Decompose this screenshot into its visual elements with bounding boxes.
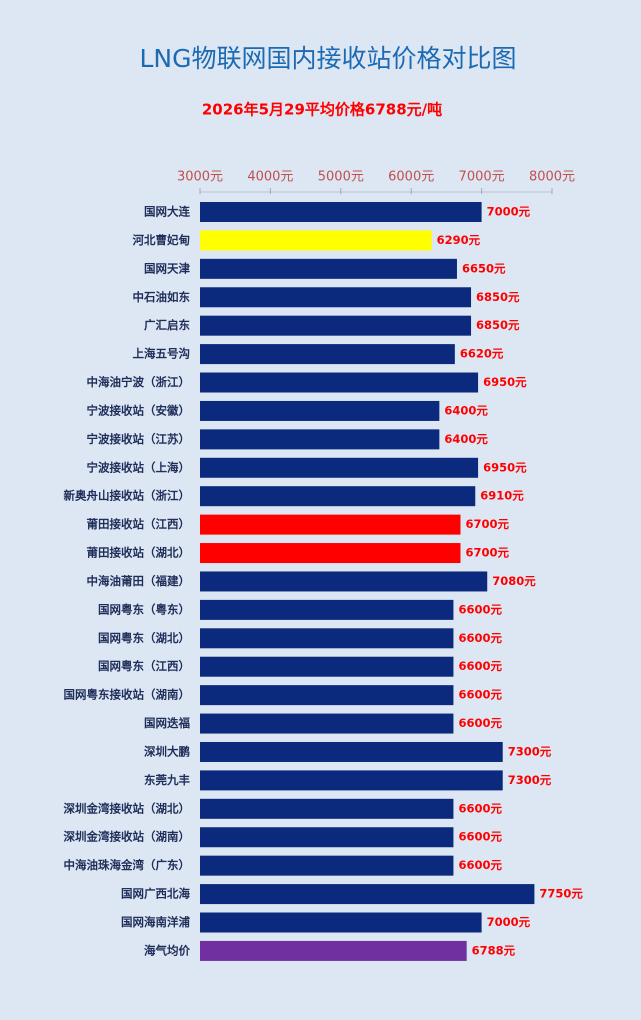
bar: [200, 429, 440, 450]
y-tick-label: 东莞九丰: [144, 773, 190, 787]
bar: [200, 628, 454, 649]
value-label: 6290元: [437, 233, 481, 247]
bar: [200, 798, 454, 819]
value-label: 6600元: [458, 688, 502, 702]
y-tick-label: 国网粤东接收站（湖南）: [64, 688, 191, 702]
y-tick-label: 国网天津: [144, 261, 190, 275]
bar: [200, 912, 482, 933]
value-label: 7300元: [508, 744, 552, 758]
bar: [200, 202, 482, 222]
bar: [200, 656, 454, 677]
y-tick-label: 中海油宁波（浙江）: [87, 375, 191, 389]
y-tick-label: 宁波接收站（江苏）: [87, 432, 191, 446]
y-tick-label: 国网粤东（江西）: [98, 659, 190, 673]
y-tick-label: 国网迭福: [144, 716, 190, 730]
y-tick-label: 国网大连: [144, 205, 190, 219]
x-tick-label: 4000元: [247, 170, 293, 185]
y-tick-label: 河北曹妃甸: [133, 233, 191, 247]
value-label: 6600元: [458, 716, 502, 730]
value-label: 6910元: [480, 489, 524, 503]
bar: [200, 884, 535, 905]
value-label: 6600元: [458, 631, 502, 645]
value-label: 7000元: [487, 205, 531, 219]
bar: [200, 344, 455, 365]
bar: [200, 258, 457, 279]
bar: [200, 230, 432, 251]
bar: [200, 543, 461, 564]
value-label: 6850元: [476, 290, 520, 304]
value-label: 6788元: [472, 943, 516, 957]
x-tick-label: 3000元: [177, 170, 223, 185]
bar: [200, 940, 467, 961]
value-label: 6620元: [460, 347, 504, 361]
y-tick-label: 深圳金湾接收站（湖南）: [64, 830, 191, 844]
bar: [200, 315, 472, 336]
value-label: 7300元: [508, 773, 552, 787]
x-tick-label: 6000元: [388, 170, 434, 185]
value-label: 6950元: [483, 460, 527, 474]
value-label: 7080元: [492, 574, 536, 588]
bar: [200, 827, 454, 848]
bar: [200, 571, 488, 592]
value-label: 6650元: [462, 261, 506, 275]
value-label: 6850元: [476, 318, 520, 332]
y-tick-label: 国网海南洋浦: [121, 915, 190, 929]
y-tick-label: 宁波接收站（安徽）: [87, 403, 191, 417]
value-label: 6600元: [458, 801, 502, 815]
value-label: 6400元: [444, 403, 488, 417]
y-tick-label: 莆田接收站（江西）: [87, 517, 191, 531]
x-tick-label: 7000元: [459, 170, 505, 185]
bar: [200, 770, 503, 791]
bar: [200, 713, 454, 734]
y-tick-label: 上海五号沟: [133, 347, 191, 361]
y-tick-label: 国网广西北海: [121, 887, 190, 901]
y-tick-label: 宁波接收站（上海）: [87, 460, 191, 474]
value-label: 6600元: [458, 602, 502, 616]
value-label: 6950元: [483, 375, 527, 389]
bar: [200, 855, 454, 876]
y-tick-label: 国网粤东（粤东）: [98, 602, 190, 616]
value-label: 7000元: [487, 915, 531, 929]
bar: [200, 457, 479, 478]
chart-subtitle: 2026年5月29平均价格6788元/吨: [202, 101, 442, 119]
value-label: 7750元: [539, 887, 583, 901]
y-tick-label: 海气均价: [144, 943, 190, 957]
bar: [200, 685, 454, 706]
bar: [200, 372, 479, 393]
y-tick-label: 新奥舟山接收站（浙江）: [64, 489, 191, 503]
value-label: 6400元: [444, 432, 488, 446]
value-label: 6600元: [458, 830, 502, 844]
x-tick-label: 5000元: [318, 170, 364, 185]
y-tick-label: 深圳大鹏: [144, 744, 190, 758]
y-tick-label: 中海油珠海金湾（广东）: [64, 858, 191, 872]
y-tick-label: 国网粤东（湖北）: [98, 631, 190, 645]
y-tick-label: 广汇启东: [144, 318, 190, 332]
chart-title: LNG物联网国内接收站价格对比图: [139, 44, 516, 73]
value-label: 6700元: [465, 517, 509, 531]
y-tick-label: 中海油莆田（福建）: [87, 574, 191, 588]
bar: [200, 599, 454, 620]
bar: [200, 486, 476, 507]
value-label: 6600元: [458, 659, 502, 673]
y-tick-label: 深圳金湾接收站（湖北）: [64, 801, 191, 815]
bar: [200, 514, 461, 535]
value-label: 6600元: [458, 858, 502, 872]
y-tick-label: 莆田接收站（湖北）: [87, 546, 191, 560]
bar: [200, 287, 472, 308]
value-label: 6700元: [465, 546, 509, 560]
bar: [200, 741, 503, 762]
x-tick-label: 8000元: [529, 170, 575, 185]
bar: [200, 400, 440, 421]
y-tick-label: 中石油如东: [133, 290, 191, 304]
